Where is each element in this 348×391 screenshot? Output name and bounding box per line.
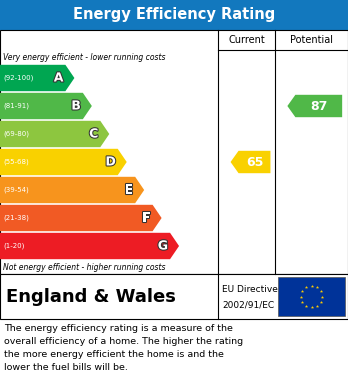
Polygon shape xyxy=(0,149,127,175)
Text: The energy efficiency rating is a measure of the
overall efficiency of a home. T: The energy efficiency rating is a measur… xyxy=(4,324,243,371)
Polygon shape xyxy=(0,65,74,91)
Bar xyxy=(0,0,348,30)
Text: A: A xyxy=(54,72,63,84)
Bar xyxy=(0,274,348,319)
Text: Energy Efficiency Rating: Energy Efficiency Rating xyxy=(73,7,275,23)
Text: E: E xyxy=(125,183,133,197)
Text: B: B xyxy=(71,99,81,113)
Polygon shape xyxy=(0,233,179,259)
Polygon shape xyxy=(0,177,144,203)
Bar xyxy=(0,30,348,274)
Text: 87: 87 xyxy=(310,99,327,113)
Polygon shape xyxy=(231,151,270,173)
Text: (69-80): (69-80) xyxy=(3,131,29,137)
Polygon shape xyxy=(287,95,342,117)
Text: (1-20): (1-20) xyxy=(3,243,24,249)
Text: G: G xyxy=(158,240,168,253)
Text: D: D xyxy=(105,156,116,169)
Text: Very energy efficient - lower running costs: Very energy efficient - lower running co… xyxy=(3,54,166,63)
Bar xyxy=(278,277,345,316)
Text: (21-38): (21-38) xyxy=(3,215,29,221)
Text: (81-91): (81-91) xyxy=(3,103,29,109)
Text: F: F xyxy=(142,212,151,224)
Text: 65: 65 xyxy=(246,156,263,169)
Text: (39-54): (39-54) xyxy=(3,187,29,193)
Text: Not energy efficient - higher running costs: Not energy efficient - higher running co… xyxy=(3,264,166,273)
Polygon shape xyxy=(0,121,109,147)
Text: EU Directive: EU Directive xyxy=(222,285,278,294)
Polygon shape xyxy=(0,93,92,119)
Text: C: C xyxy=(89,127,98,140)
Text: (55-68): (55-68) xyxy=(3,159,29,165)
Text: Potential: Potential xyxy=(290,35,333,45)
Text: Current: Current xyxy=(228,35,265,45)
Text: 2002/91/EC: 2002/91/EC xyxy=(222,300,274,309)
Polygon shape xyxy=(0,205,161,231)
Text: England & Wales: England & Wales xyxy=(6,287,176,305)
Text: (92-100): (92-100) xyxy=(3,75,33,81)
